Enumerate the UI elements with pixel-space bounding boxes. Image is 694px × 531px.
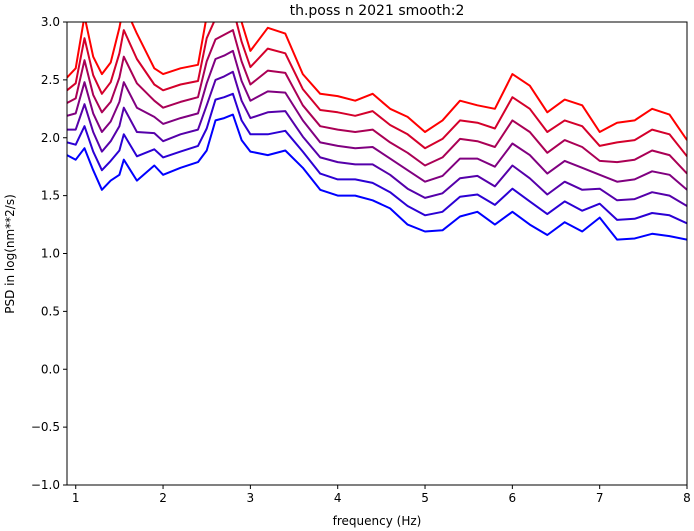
y-tick-label: −1.0 <box>31 478 60 492</box>
x-tick-label: 3 <box>247 491 255 505</box>
chart-title: th.poss n 2021 smooth:2 <box>290 3 465 19</box>
x-tick-label: 2 <box>159 491 167 505</box>
x-tick-label: 7 <box>596 491 604 505</box>
x-axis: 1 2 3 4 5 6 7 8 <box>72 485 691 505</box>
y-axis: −1.0 −0.5 0.0 0.5 1.0 1.5 2.0 2.5 3.0 <box>31 15 67 492</box>
y-tick-label: 3.0 <box>41 15 60 29</box>
x-tick-label: 1 <box>72 491 80 505</box>
series-line-5 <box>67 92 687 225</box>
y-tick-label: −0.5 <box>31 420 60 434</box>
series-line-1 <box>67 22 687 157</box>
y-tick-label: 2.0 <box>41 131 60 145</box>
x-tick-label: 6 <box>509 491 517 505</box>
y-tick-label: 1.0 <box>41 247 60 261</box>
x-tick-label: 8 <box>683 491 691 505</box>
series-line-3 <box>67 49 687 191</box>
x-tick-label: 4 <box>334 491 342 505</box>
series-line-6 <box>67 113 687 241</box>
y-tick-label: 0.0 <box>41 362 60 376</box>
x-axis-label: frequency (Hz) <box>333 514 422 528</box>
y-axis-label: PSD in log(nm**2/s) <box>3 194 17 314</box>
y-tick-label: 0.5 <box>41 304 60 318</box>
series-lines <box>67 22 687 241</box>
series-line-2 <box>67 29 687 175</box>
x-tick-label: 5 <box>421 491 429 505</box>
y-tick-label: 1.5 <box>41 189 60 203</box>
series-line-4 <box>67 70 687 207</box>
series-line-0 <box>67 22 687 141</box>
y-tick-label: 2.5 <box>41 73 60 87</box>
